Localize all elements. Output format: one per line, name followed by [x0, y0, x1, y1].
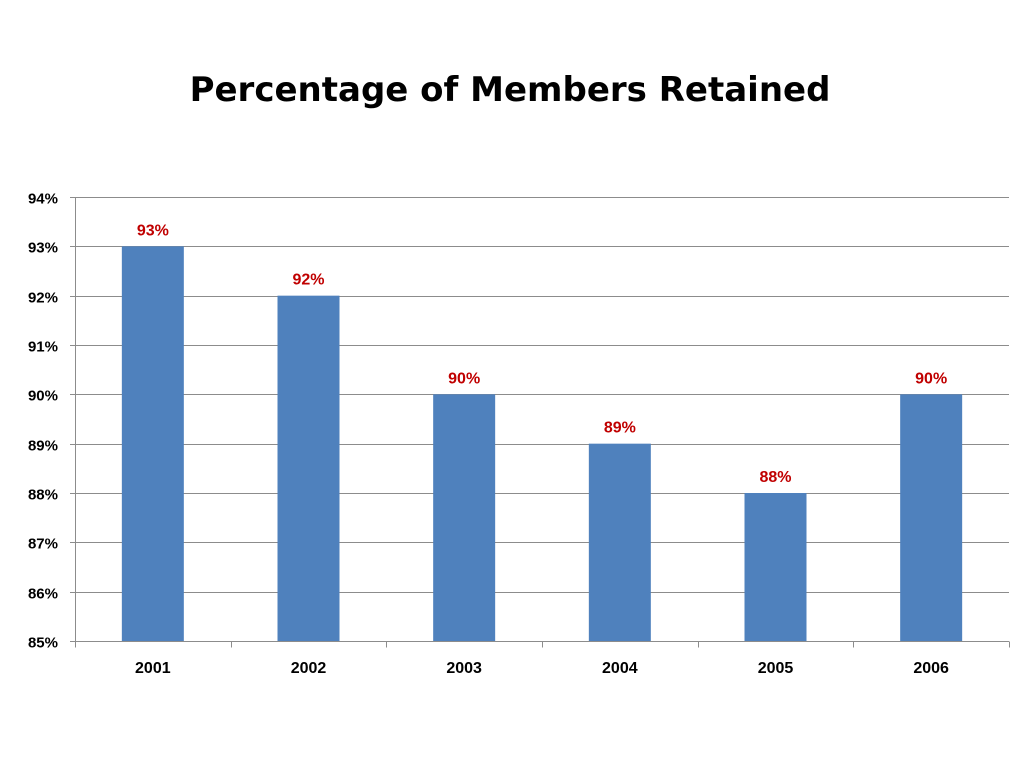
x-tick-label-2004: 2004 [602, 660, 638, 677]
data-label-2004: 89% [604, 420, 636, 437]
y-tick-label: 92% [28, 290, 58, 307]
bar-2005 [744, 493, 807, 641]
data-label-2003: 90% [448, 370, 480, 387]
bar-2001 [121, 246, 184, 642]
bar-2003 [433, 394, 496, 641]
data-label-2006: 90% [915, 370, 947, 387]
y-tick-label: 93% [28, 240, 58, 257]
x-tick-label-2003: 2003 [446, 660, 482, 677]
data-label-2005: 88% [759, 469, 791, 486]
axes [70, 197, 1010, 648]
y-tick-label: 91% [28, 339, 58, 356]
gridlines [75, 197, 1009, 593]
y-tick-label: 90% [28, 388, 58, 405]
bar-2006 [900, 394, 963, 641]
bar-2004 [588, 443, 651, 641]
x-tick-label-2006: 2006 [913, 660, 949, 677]
bar-2002 [277, 295, 340, 641]
x-tick-label-2005: 2005 [758, 660, 794, 677]
y-tick-label: 85% [28, 635, 58, 652]
x-tick-labels: 2001 2002 2003 2004 2005 2006 [135, 660, 949, 677]
chart-title: Percentage of Members Retained [189, 70, 831, 110]
y-tick-labels: 85% 86% 87% 88% 89% 90% 91% 92% 93% 94% [28, 191, 58, 652]
y-tick-label: 94% [28, 191, 58, 208]
y-tick-label: 86% [28, 586, 58, 603]
bars [121, 246, 963, 642]
data-labels: 93% 92% 90% 89% 88% 90% [137, 222, 947, 486]
data-label-2001: 93% [137, 222, 169, 239]
y-tick-label: 87% [28, 536, 58, 553]
y-tick-label: 88% [28, 487, 58, 504]
x-tick-label-2002: 2002 [291, 660, 327, 677]
data-label-2002: 92% [292, 272, 324, 289]
x-tick-label-2001: 2001 [135, 660, 171, 677]
y-tick-label: 89% [28, 438, 58, 455]
